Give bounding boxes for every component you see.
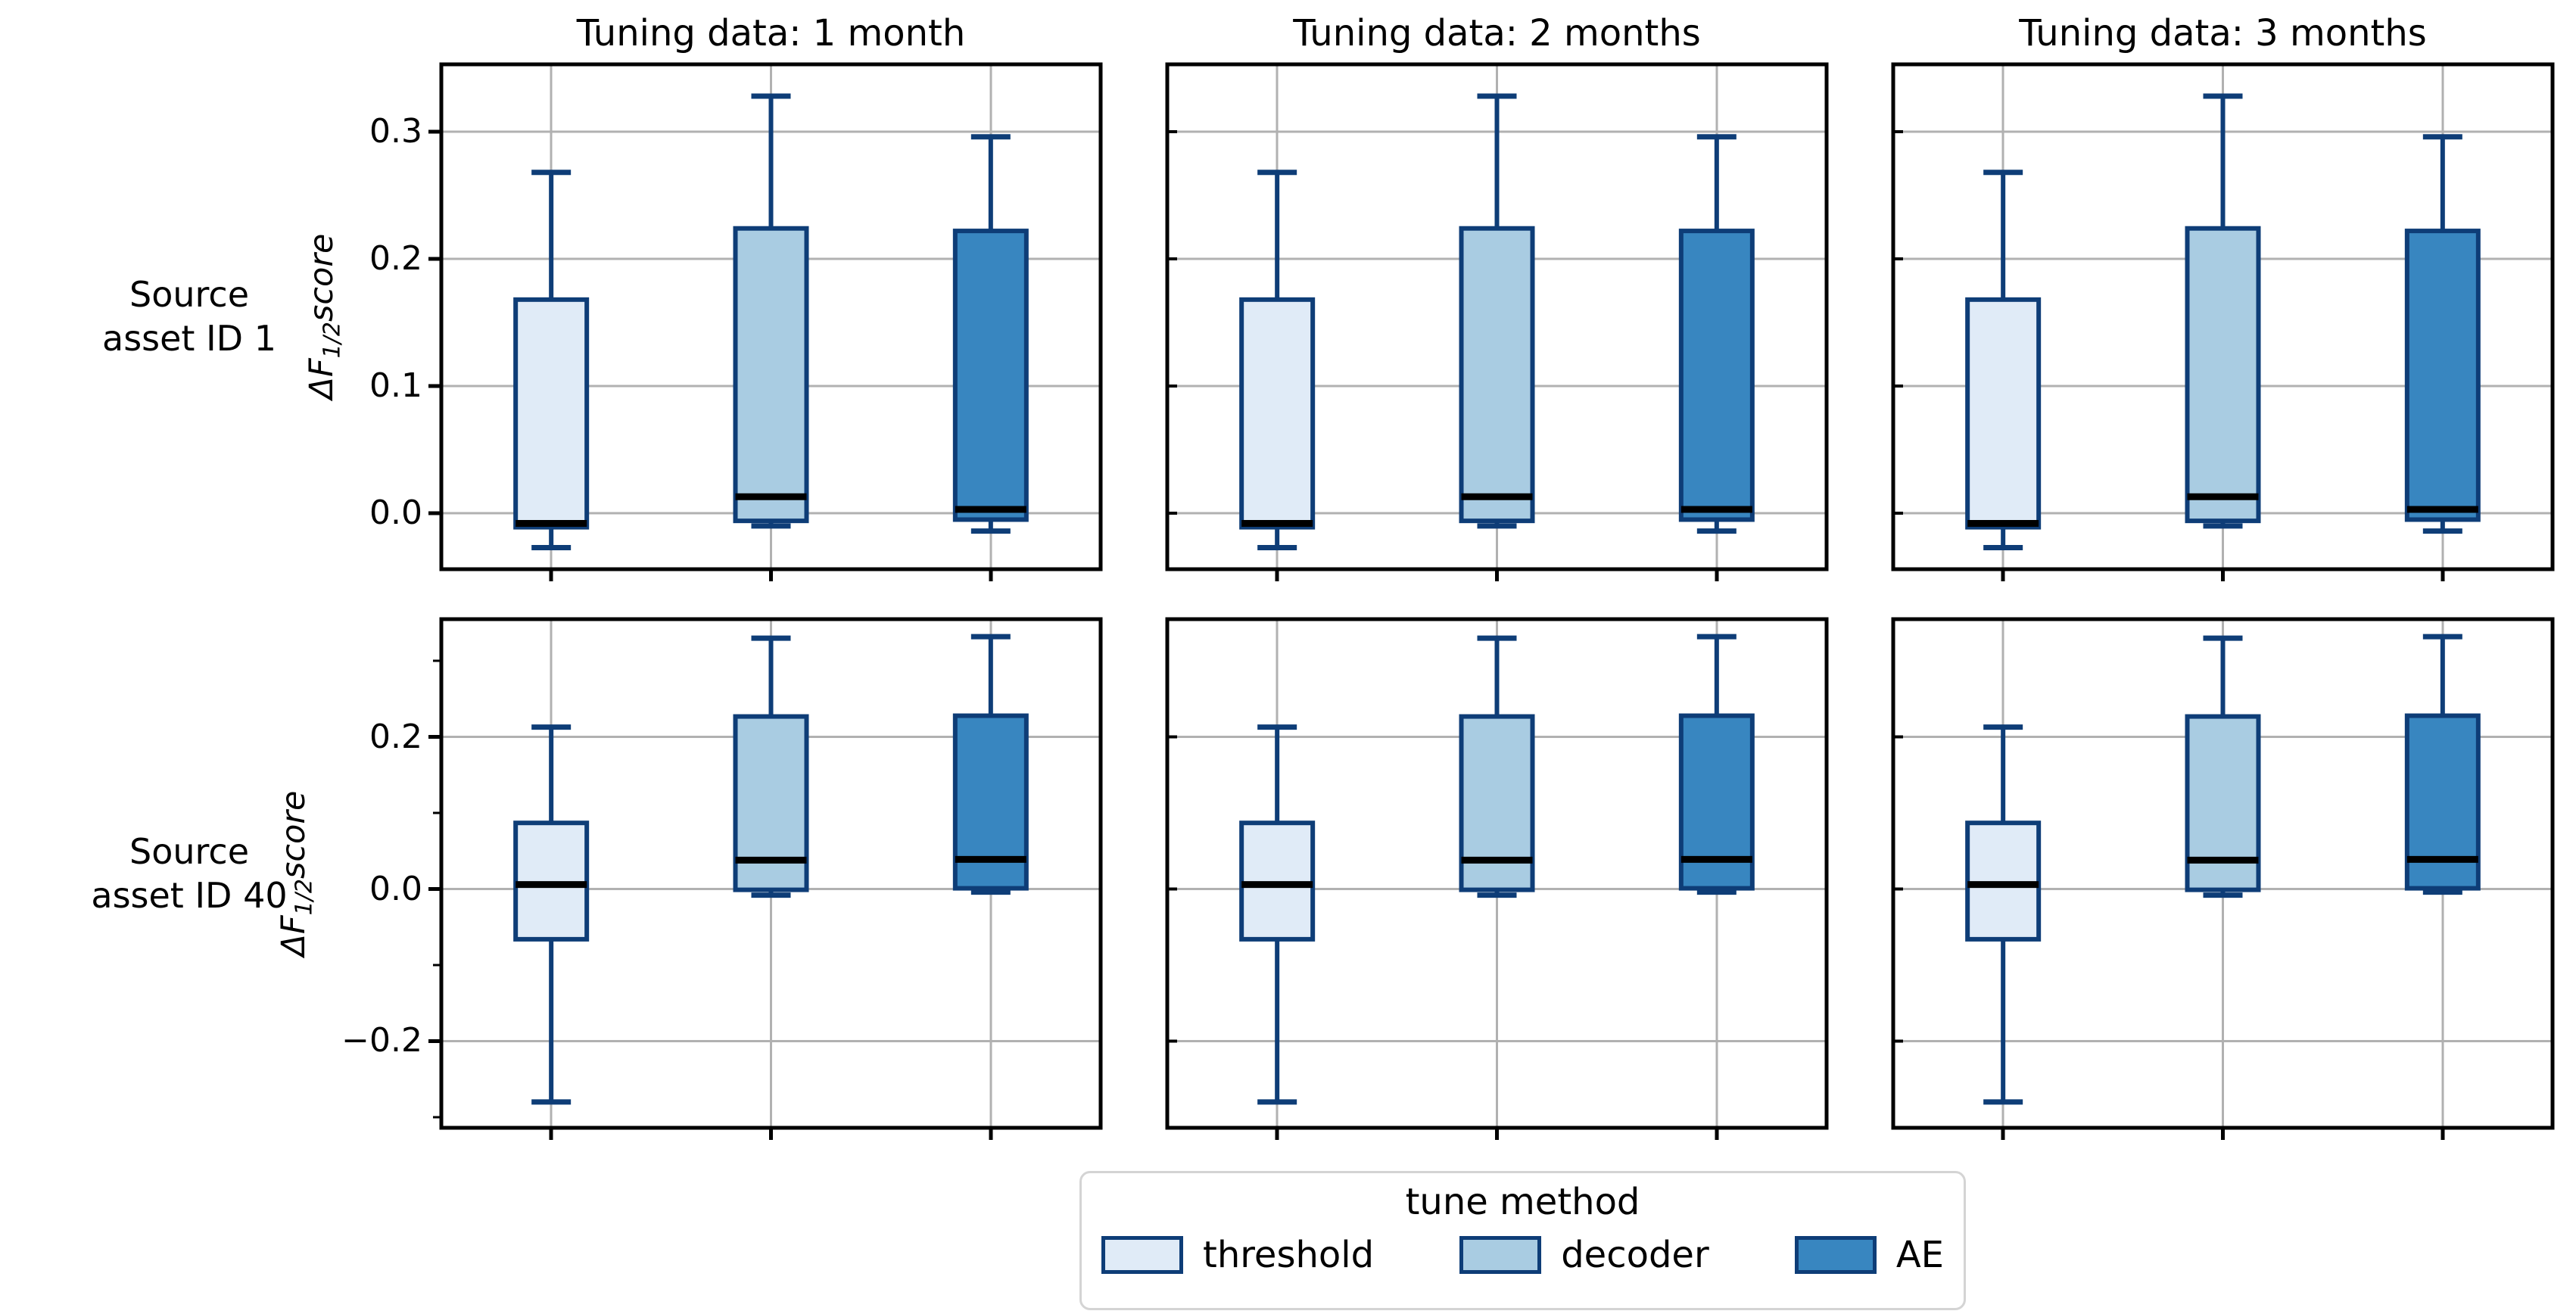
- row-label-line: asset ID 1: [102, 318, 276, 359]
- box-decoder: [2185, 93, 2261, 529]
- box-rect: [733, 226, 809, 524]
- box-threshold: [1965, 170, 2042, 550]
- box-rect: [1678, 229, 1755, 522]
- row-label-asset-1: Source asset ID 1: [15, 272, 363, 360]
- ytick-label: 0.2: [369, 717, 422, 756]
- box-rect: [733, 714, 809, 892]
- box-threshold: [513, 724, 590, 1105]
- threshold-swatch-icon: [1101, 1236, 1183, 1274]
- ytick-label: 0.0: [369, 869, 422, 908]
- box-rect: [1965, 297, 2042, 530]
- ylabel-subscript: 1/2: [319, 322, 346, 359]
- box-rect: [513, 820, 590, 942]
- box-rect: [2185, 226, 2261, 524]
- box-rect: [2404, 229, 2481, 522]
- box-AE: [952, 134, 1029, 534]
- box-rect: [1239, 820, 1316, 942]
- legend-items: threshold decoder AE: [1082, 1234, 1964, 1276]
- box-threshold: [513, 170, 590, 550]
- box-AE: [1678, 634, 1755, 895]
- axes-spine: [1165, 62, 1829, 571]
- box-rect: [1459, 226, 1535, 524]
- legend-item-threshold: threshold: [1101, 1234, 1374, 1276]
- box-rect: [1239, 297, 1316, 530]
- box-decoder: [1459, 635, 1535, 898]
- box-rect: [2185, 714, 2261, 892]
- ae-swatch-icon: [1794, 1236, 1877, 1274]
- ytick-label: 0.1: [369, 366, 422, 406]
- box-AE: [1678, 134, 1755, 534]
- subplot-r1-c2: [1165, 62, 1829, 581]
- legend-item-ae: AE: [1794, 1234, 1944, 1276]
- ytick-label: −0.2: [341, 1021, 422, 1060]
- axes-spine: [1891, 617, 2555, 1130]
- subplot-r2-c3: [1891, 617, 2555, 1140]
- axes-spine: [439, 617, 1103, 1130]
- box-threshold: [1239, 724, 1316, 1105]
- box-threshold: [1239, 170, 1316, 550]
- subplot-r1-c1: [428, 62, 1103, 581]
- row-label-line: Source: [129, 274, 249, 315]
- axes-spine: [439, 62, 1103, 571]
- box-threshold: [1965, 724, 2042, 1105]
- box-decoder: [733, 93, 809, 529]
- subplot-r2-c1: [428, 617, 1103, 1140]
- ytick-label: 0.3: [369, 112, 422, 151]
- decoder-swatch-icon: [1459, 1236, 1542, 1274]
- box-AE: [2404, 634, 2481, 895]
- axes-spine: [1165, 617, 1829, 1130]
- ylabel-rest: score: [275, 790, 313, 880]
- row-label-asset-40: Source asset ID 40: [15, 830, 363, 917]
- legend: tune method threshold decoder AE: [1079, 1171, 1966, 1310]
- column-title-3: Tuning data: 3 months: [2019, 12, 2427, 54]
- ytick-label: 0.0: [369, 494, 422, 533]
- y-axis-label-top: ΔF1/2score: [299, 135, 346, 498]
- legend-title: tune method: [1405, 1181, 1640, 1223]
- column-title-2: Tuning data: 2 months: [1293, 12, 1701, 54]
- box-rect: [1965, 820, 2042, 942]
- box-AE: [952, 634, 1029, 895]
- box-decoder: [2185, 635, 2261, 898]
- ylabel-prefix: ΔF: [275, 915, 313, 957]
- axes-spine: [1891, 62, 2555, 571]
- row-label-line: Source: [129, 831, 249, 872]
- legend-item-decoder: decoder: [1459, 1234, 1709, 1276]
- column-title-1: Tuning data: 1 month: [576, 12, 966, 54]
- row-label-line: asset ID 40: [91, 875, 288, 916]
- legend-label: threshold: [1203, 1234, 1375, 1276]
- box-rect: [1459, 714, 1535, 892]
- box-AE: [2404, 134, 2481, 534]
- subplot-r2-c2: [1165, 617, 1829, 1140]
- ytick-label: 0.2: [369, 239, 422, 279]
- box-rect: [513, 297, 590, 530]
- legend-label: AE: [1895, 1234, 1944, 1276]
- box-rect: [952, 229, 1029, 522]
- box-decoder: [1459, 93, 1535, 529]
- subplot-r1-c3: [1891, 62, 2555, 581]
- box-decoder: [733, 635, 809, 898]
- legend-label: decoder: [1561, 1234, 1709, 1276]
